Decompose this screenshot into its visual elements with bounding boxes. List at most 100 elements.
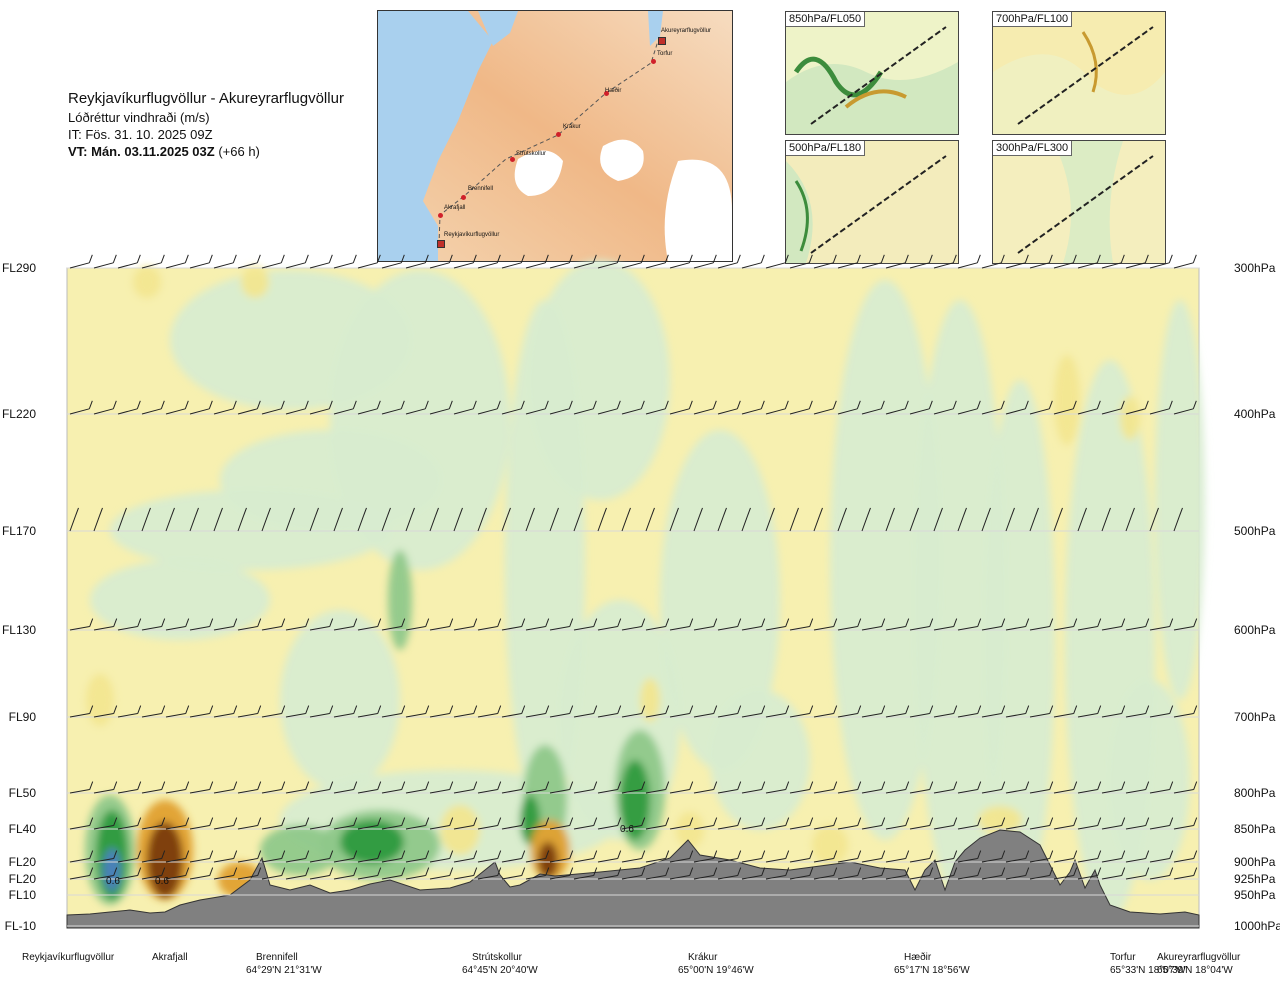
wind-barb — [285, 789, 306, 794]
wind-barb — [189, 825, 210, 830]
wind-barb — [813, 626, 834, 631]
wind-barb-feather — [377, 817, 382, 826]
wind-barb — [357, 858, 378, 863]
waypoint-label: Akureyrarflugvöllur 65°39'N 18°04'W — [1157, 951, 1240, 977]
wind-barb-feather — [353, 705, 358, 714]
wind-barb-feather — [401, 618, 406, 627]
wind-barb-feather — [473, 618, 478, 627]
wind-barb-feather — [281, 850, 286, 859]
wind-barb-feather — [401, 867, 406, 876]
wind-barb-feather — [641, 705, 646, 714]
wind-barb-feather — [809, 781, 814, 790]
wind-barb — [1125, 626, 1146, 631]
wind-barb-feather — [137, 618, 142, 627]
wind-barb-feather — [1097, 618, 1102, 627]
wind-barb — [933, 626, 954, 631]
wind-barb — [69, 515, 76, 532]
wind-barb — [717, 262, 738, 269]
wind-barb-feather — [353, 867, 358, 876]
wind-barb — [333, 713, 354, 718]
wind-barb-feather — [1144, 400, 1149, 409]
wind-barb-feather — [425, 781, 430, 790]
wind-barb-feather — [1000, 400, 1005, 409]
inset-500[interactable]: 500hPa/FL180 — [785, 140, 959, 264]
wind-barb — [261, 262, 282, 269]
inset-300[interactable]: 300hPa/FL300 — [992, 140, 1166, 264]
velocity-region — [915, 300, 1005, 900]
wind-barb — [1101, 875, 1122, 880]
wind-barb — [285, 825, 306, 830]
wind-barb — [69, 789, 90, 794]
wind-barb — [621, 262, 642, 269]
wind-barb — [621, 408, 642, 415]
vertical-velocity-field — [85, 260, 1205, 920]
flight-level-label: FL20 — [8, 872, 36, 886]
wind-barb-feather — [929, 867, 934, 876]
wind-barb-feather — [219, 507, 223, 517]
wind-barb-feather — [1145, 705, 1150, 714]
wind-barb-feather — [881, 817, 886, 826]
inset-700[interactable]: 700hPa/FL100 — [992, 11, 1166, 135]
wind-barb — [117, 825, 138, 830]
wind-barb-feather — [617, 705, 622, 714]
wind-barb-feather — [448, 400, 453, 409]
wind-barb-feather — [281, 817, 286, 826]
inset-850[interactable]: 850hPa/FL050 — [785, 11, 959, 135]
wind-barb — [429, 626, 450, 631]
wind-barb-feather — [88, 400, 93, 409]
wind-barb — [1125, 408, 1146, 415]
wind-barb — [1149, 825, 1170, 830]
wind-barb — [1005, 408, 1026, 415]
wind-barb — [429, 858, 450, 863]
wind-barb-feather — [713, 867, 718, 876]
pressure-level-label: 800hPa — [1234, 786, 1276, 800]
wind-barb — [381, 713, 402, 718]
wind-barb-feather — [976, 254, 981, 263]
wind-barb — [885, 262, 906, 269]
velocity-region — [812, 825, 848, 865]
wind-barb-feather — [497, 850, 502, 859]
wind-barb-feather — [905, 705, 910, 714]
wind-barb-feather — [952, 254, 957, 263]
wind-barb-feather — [1121, 705, 1126, 714]
wind-barb-feather — [1096, 400, 1101, 409]
velocity-region — [620, 760, 650, 840]
waypoint-name: Brennifell — [256, 952, 298, 963]
wind-barb — [813, 515, 820, 532]
wind-barb-feather — [616, 254, 621, 263]
map-marker — [461, 195, 466, 200]
wind-barb-feather — [387, 507, 391, 517]
wind-barb — [381, 626, 402, 631]
wind-barb-feather — [185, 705, 190, 714]
wind-barb-feather — [497, 781, 502, 790]
wind-barb-feather — [88, 254, 93, 263]
wind-barb — [357, 789, 378, 794]
wind-barb — [93, 713, 114, 718]
wind-barb-feather — [665, 618, 670, 627]
wind-barb-feather — [1025, 781, 1030, 790]
wind-barb-feather — [784, 400, 789, 409]
wind-barb — [1149, 789, 1170, 794]
wind-barb — [717, 858, 738, 863]
velocity-region — [676, 812, 704, 848]
wind-barb — [765, 825, 786, 830]
wind-barb — [765, 626, 786, 631]
wind-barb — [1149, 713, 1170, 718]
inset-label: 850hPa/FL050 — [786, 12, 866, 27]
wind-barb-feather — [377, 867, 382, 876]
wind-barb-feather — [833, 781, 838, 790]
wind-barb — [309, 713, 330, 718]
velocity-region — [660, 430, 780, 770]
wind-barb — [789, 858, 810, 863]
wind-barb-feather — [521, 867, 526, 876]
wind-barb-feather — [1035, 507, 1039, 517]
wind-barb-feather — [761, 618, 766, 627]
wind-barb — [261, 789, 282, 794]
wind-barb — [693, 626, 714, 631]
wind-barb-feather — [689, 781, 694, 790]
wind-barb-feather — [736, 254, 741, 263]
wind-barb — [621, 875, 642, 880]
wind-barb-feather — [569, 781, 574, 790]
wind-barb — [501, 515, 508, 532]
valid-time-bold: VT: Mán. 03.11.2025 03Z — [68, 144, 215, 159]
